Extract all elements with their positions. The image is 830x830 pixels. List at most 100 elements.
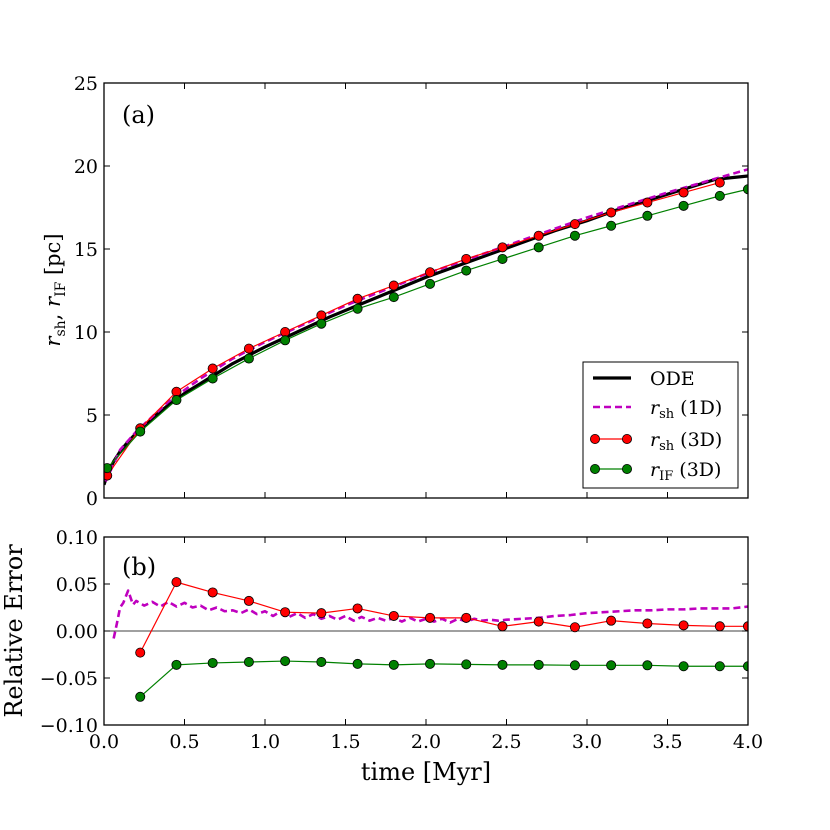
panel-a-ylabel: rsh, rIF [pc] (41, 233, 69, 346)
panel-b-ytick-label: −0.05 (40, 668, 98, 690)
panel-b-series-r-sh-3d-point (606, 615, 617, 626)
panel-b-series-r-if-3d-point (388, 659, 399, 670)
panel-b-series-r-if-3d-point (243, 657, 254, 668)
panel-b-series (104, 577, 748, 702)
panel-b-series-r-sh-3d-point (461, 612, 472, 623)
panel-b-xtick-label: 1.0 (250, 731, 280, 753)
panel-a-ytick-label: 20 (74, 156, 98, 178)
panel-b-xtick-label: 3.0 (572, 731, 602, 753)
panel-b-series-r-sh-3d-point (533, 616, 544, 627)
panel-a-ytick-label: 5 (86, 405, 98, 427)
panel-b-series-r-sh-3d-point (569, 622, 580, 633)
panel-b-series-r-sh-3d-point (135, 647, 146, 658)
panel-b-series-r-sh-3d-point (678, 620, 689, 631)
panel-b-xtick-label: 1.5 (330, 731, 360, 753)
panel-b-series-r-sh-3d-point (743, 621, 748, 632)
panel-a-series-r-sh-3d-point (606, 207, 617, 218)
panel-b-series-r-if-3d-point (352, 658, 363, 669)
panel-a-series-r-sh-3d-point (678, 187, 689, 198)
panel-a-series-r-if-3d-point (569, 230, 580, 241)
panel-a-series-r-if-3d-point (388, 292, 399, 303)
panel-b-series-r-sh-3d-point (714, 621, 725, 632)
panel-a-series-r-if-3d-point (533, 242, 544, 253)
panel-a-series-r-if-3d-point (743, 184, 748, 195)
panel-a-series-r-sh-3d-point (569, 219, 580, 230)
panel-a-series-r-sh-3d-point (171, 386, 182, 397)
panel-b-xtick-label: 2.0 (411, 731, 441, 753)
panel-b-series-r-if-3d-point (569, 660, 580, 671)
legend-ode-label: ODE (650, 368, 695, 390)
panel-a-ytick-label: 15 (74, 239, 98, 261)
panel-b-series-r-sh-3d-line (139, 581, 748, 653)
panel-a-series-r-if-3d-point (678, 200, 689, 211)
panel-b-series-r-sh-3d-point (171, 577, 182, 588)
panel-b-xtick-label: 0.0 (89, 731, 119, 753)
panel-b-series-r-sh-3d-point (352, 603, 363, 614)
panel-b-series-r-if-3d-point (135, 691, 146, 702)
panel-a-ticks: 0 5 10 15 20 25 (74, 73, 749, 510)
panel-a-series-r-sh-3d-point (207, 363, 218, 374)
panel-a-series-r-sh-3d-point (316, 310, 327, 321)
panel-a-series-r-sh-3d-point (425, 267, 436, 278)
panel-b-series-r-if-3d-point (606, 660, 617, 671)
panel-a-series-r-if-3d-point (606, 220, 617, 231)
panel-b-series-r-sh-3d-point (316, 608, 327, 619)
panel-b-xtick-label: 2.5 (491, 731, 521, 753)
panel-a-ytick-label: 0 (86, 488, 98, 510)
panel-b-series-r-if-3d-point (714, 661, 725, 672)
panel-a-series-r-sh-3d-point (388, 280, 399, 291)
panel-a-frame (103, 82, 749, 499)
panel-b-series-r-if-3d-point (743, 661, 748, 672)
panel-b-series-r-sh-3d-point (642, 618, 653, 629)
legend-rsh-3d-marker-left (590, 433, 601, 444)
panel-a-series-r-if-3d-point (352, 303, 363, 314)
panel-b-series-r-if-3d-point (497, 659, 508, 670)
panel-b-series-r-if-3d-point (280, 656, 291, 667)
panel-a-series-r-sh-3d-point (714, 177, 725, 188)
panel-a-series-r-if-3d-point (243, 353, 254, 364)
panel-b-ytick-label: −0.10 (40, 715, 98, 737)
panel-a-series-r-if-3d-point (642, 210, 653, 221)
panel-a-series-r-sh-3d-point (642, 197, 653, 208)
panel-b-ytick-label: 0.00 (56, 621, 98, 643)
panel-b-ytick-label: 0.05 (56, 574, 98, 596)
panel-b-ticks: 0.0 0.5 1.0 1.5 2.0 2.5 3.0 3.5 4.0 −0.10 −0.05 0.0… (40, 527, 763, 753)
panel-b-series-r-if-3d-point (642, 660, 653, 671)
panel-a-series-r-sh-3d-line (106, 182, 720, 476)
panel-a-series-r-sh-3d-point (243, 343, 254, 354)
panel-a-series-r-sh-3d-point (497, 242, 508, 253)
panel-b-series-r-if-3d-point (316, 657, 327, 668)
panel-a-series-r-if-3d-point (461, 265, 472, 276)
legend-rsh-1d-label: rsh (1D) (650, 397, 722, 422)
panel-b-frame (103, 536, 749, 726)
panel-a-series-r-sh-3d-point (461, 253, 472, 264)
panel-b-series-r-if-3d-point (425, 658, 436, 669)
panel-a-series-r-if-3d-point (280, 335, 291, 346)
panel-b-ylabel: Relative Error (0, 544, 28, 718)
panel-a: 0 5 10 15 20 25 (a) rsh, rIF [pc] ODE rsh (1D… (41, 73, 749, 510)
panel-a-series-r-if-3d-point (104, 463, 113, 474)
legend-rif-3d-marker-right (622, 463, 633, 474)
panel-a-series-r-if-3d-point (497, 253, 508, 264)
panel-a-series-r-if-3d-point (207, 373, 218, 384)
panel-a-ytick-label: 25 (74, 73, 98, 95)
panel-a-series-r-if-3d-point (171, 395, 182, 406)
legend-rsh-3d-label: rsh (3D) (650, 429, 722, 454)
panel-b-series-r-sh-3d-point (243, 595, 254, 606)
panel-b-series-r-sh-3d-point (207, 587, 218, 598)
panel-a-label: (a) (122, 101, 155, 129)
legend-rsh-3d-marker-right (622, 433, 633, 444)
panel-b-series-r-if-3d-point (678, 661, 689, 672)
legend: ODE rsh (1D) rsh (3D) rIF (3D) (582, 361, 739, 489)
panel-a-series-r-sh-3d-point (533, 230, 544, 241)
panel-a-series-r-if-3d-point (425, 278, 436, 289)
panel-a-series-r-if-3d-point (714, 190, 725, 201)
legend-entry-rsh-3d: rsh (3D) (590, 429, 722, 454)
panel-a-ytick-label: 10 (74, 322, 98, 344)
panel-b-series-r-if-3d-point (533, 659, 544, 670)
panel-b-series-r-sh-3d-point (280, 607, 291, 618)
panel-b-series-r-sh-3d-point (425, 612, 436, 623)
legend-frame (582, 361, 739, 489)
panel-a-series-r-if-3d-point (135, 426, 146, 437)
